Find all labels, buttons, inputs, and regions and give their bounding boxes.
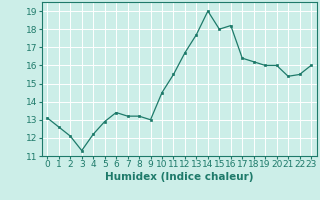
X-axis label: Humidex (Indice chaleur): Humidex (Indice chaleur)	[105, 172, 253, 182]
